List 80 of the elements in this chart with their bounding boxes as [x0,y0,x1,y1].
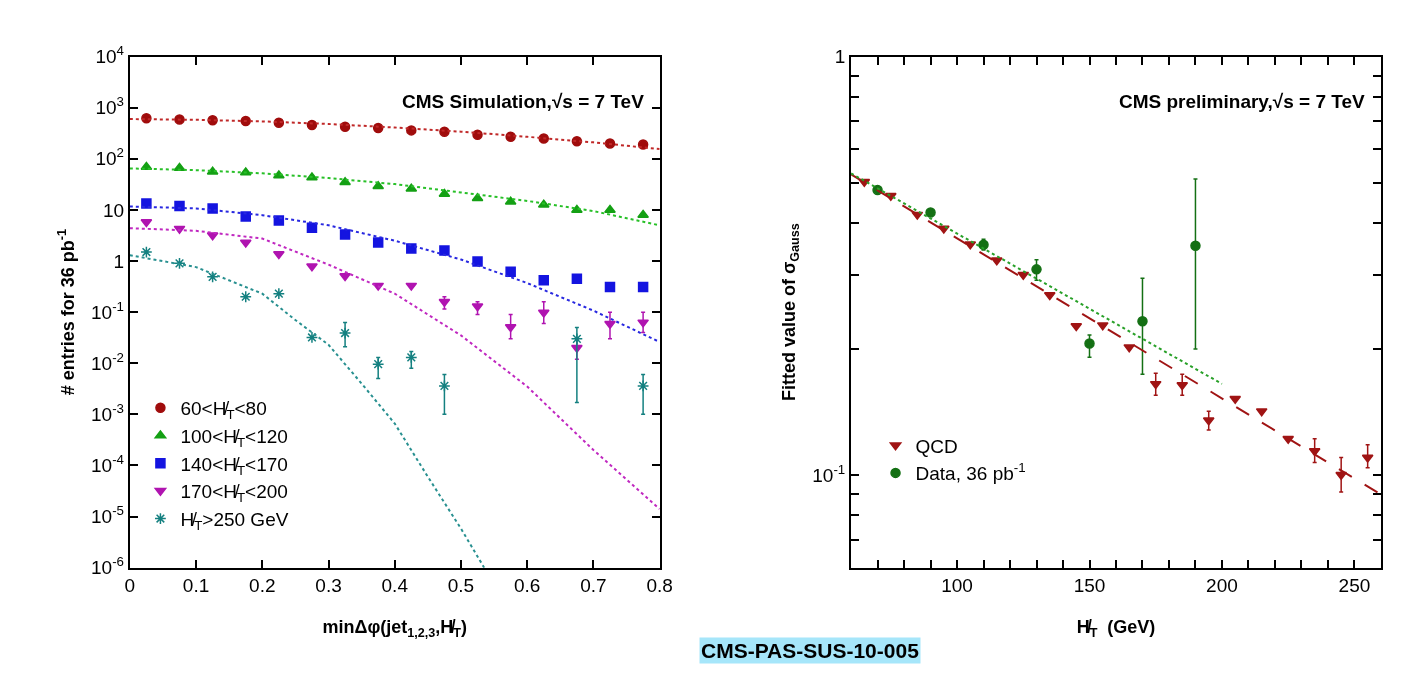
y-tick-label: 10$^{-2}$ [91,349,125,374]
text: CMS-PAS-SUS-10-005 [701,639,920,662]
y-tick-label: 10 [102,199,125,221]
y-tick-label: 10$^{-3}$ [91,401,125,425]
point [140,245,153,259]
line-series [129,254,486,568]
point [240,211,251,222]
point [372,358,385,371]
point [538,275,550,286]
point [571,273,583,285]
legend-label: QCD [915,435,958,457]
point [570,332,584,346]
point [306,119,318,131]
point [1070,322,1083,332]
point [239,290,252,303]
x-tick-label: 0.5 [447,575,475,597]
point [272,287,285,300]
legend-label: 100<H̸$_{T}$<120 [180,425,288,450]
x-tick-label: 0.7 [580,575,607,597]
point [1229,395,1242,405]
legend-label: 140<H̸$_{T}$<170 [180,453,288,478]
x-tick-label: 150 [1073,575,1106,597]
point [306,222,318,233]
point [372,237,384,248]
x-tick-label: 200 [1206,575,1238,597]
line-series [129,167,660,227]
line-series [129,205,660,344]
point [604,204,616,213]
point [472,256,483,267]
y-tick-label: 1 [113,250,125,272]
annotation: CMS Simulation,√s = 7 TeV [402,91,645,112]
y-tick-label: 10$^{-6}$ [91,554,125,579]
legend-label: H̸$_{T}$>250 GeV [180,508,289,533]
annotation: CMS preliminary,√s = 7 TeV [1119,91,1366,112]
x-tick-label: 0.2 [249,575,276,597]
x-tick-label: 0.3 [315,575,342,597]
y-tick-label: 10$^{-4}$ [91,452,125,477]
point [1149,380,1162,390]
point [636,379,650,393]
point [306,263,318,272]
y-tick-label: 10$^{-5}$ [91,503,125,528]
y-tick-label: 10$^{-1}$ [812,461,846,486]
x-tick-label: 0.8 [646,575,673,597]
point [604,320,616,330]
point [439,245,450,256]
x-tick-label: 250 [1338,575,1371,597]
y-tick-label: 10$^{-1}$ [91,298,125,323]
point [339,272,352,282]
point [174,200,185,212]
y-tick-label: 1 [834,46,846,68]
point [1190,240,1201,251]
point [338,326,352,340]
x-axis-title: minΔφ(jet$_{1,2,3}$,H̸$_{T}$) [322,617,468,640]
x-tick-label: 100 [941,575,973,597]
x-axis-title: H̸$_{T}$ (GeV) [1076,617,1156,640]
x-tick-label: 0.1 [182,575,210,597]
x-tick-label: 0.6 [514,575,541,597]
point [438,379,451,393]
point [174,114,185,125]
point [173,257,186,270]
point [1084,338,1095,349]
point [505,266,516,277]
point [305,331,319,344]
point [405,351,418,364]
legend-label: Data, 36 pb$^{-1}$ [915,460,1026,485]
point [206,270,219,284]
point [1137,315,1148,327]
legend-label: 60<H̸$_{T}$<80 [180,398,267,423]
point [339,229,351,240]
y-tick-label: 10$^{2}$ [95,145,125,170]
x-tick-label: 0.4 [381,575,409,597]
point [1031,264,1042,275]
x-tick-label: 0 [124,575,136,597]
point [925,207,936,218]
point [637,281,649,293]
legend-label: 170<H̸$_{T}$<200 [180,481,288,506]
y-tick-label: 10$^{4}$ [95,43,125,68]
y-tick-label: 10$^{3}$ [95,94,125,119]
point [604,281,616,293]
line-series [129,118,660,151]
